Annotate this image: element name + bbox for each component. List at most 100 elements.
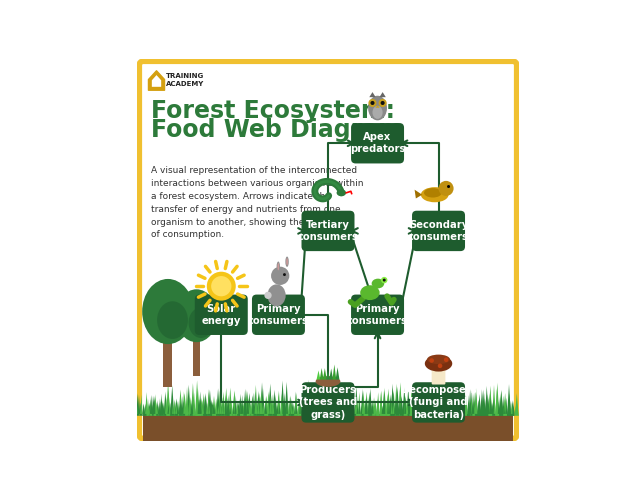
Polygon shape	[515, 393, 519, 416]
Polygon shape	[419, 397, 422, 416]
Polygon shape	[408, 397, 410, 414]
Ellipse shape	[268, 284, 285, 306]
Polygon shape	[383, 405, 385, 414]
Polygon shape	[387, 398, 389, 414]
Polygon shape	[485, 402, 488, 416]
Polygon shape	[293, 406, 295, 416]
Polygon shape	[465, 396, 468, 414]
Polygon shape	[508, 399, 509, 414]
Circle shape	[369, 99, 376, 107]
Polygon shape	[495, 383, 499, 416]
Polygon shape	[332, 386, 336, 416]
Polygon shape	[523, 382, 527, 416]
Polygon shape	[450, 399, 452, 414]
Polygon shape	[195, 380, 199, 416]
Polygon shape	[151, 404, 154, 416]
Polygon shape	[301, 387, 305, 416]
Polygon shape	[418, 393, 422, 416]
Polygon shape	[298, 404, 299, 414]
Polygon shape	[275, 395, 277, 416]
Polygon shape	[260, 391, 263, 414]
Ellipse shape	[368, 96, 387, 120]
Polygon shape	[464, 395, 467, 416]
Polygon shape	[145, 392, 148, 416]
Polygon shape	[505, 397, 508, 416]
Polygon shape	[483, 402, 486, 416]
Polygon shape	[230, 403, 232, 416]
Polygon shape	[442, 396, 445, 414]
Polygon shape	[396, 399, 398, 414]
Polygon shape	[296, 404, 298, 414]
Circle shape	[264, 292, 271, 299]
Polygon shape	[280, 394, 283, 416]
Polygon shape	[452, 402, 454, 416]
Polygon shape	[285, 382, 289, 416]
Polygon shape	[447, 400, 450, 414]
Polygon shape	[236, 401, 239, 416]
Polygon shape	[167, 390, 170, 416]
Polygon shape	[429, 391, 432, 414]
FancyBboxPatch shape	[301, 382, 355, 423]
Polygon shape	[410, 391, 414, 416]
Polygon shape	[363, 401, 365, 414]
Polygon shape	[200, 398, 204, 416]
Polygon shape	[202, 394, 205, 416]
Polygon shape	[181, 396, 184, 414]
Polygon shape	[289, 396, 292, 416]
Polygon shape	[488, 398, 490, 414]
Polygon shape	[387, 401, 391, 416]
Polygon shape	[511, 402, 514, 416]
Polygon shape	[165, 397, 168, 414]
Polygon shape	[417, 399, 419, 416]
Polygon shape	[408, 398, 411, 416]
Polygon shape	[473, 400, 476, 416]
FancyBboxPatch shape	[412, 382, 465, 423]
Ellipse shape	[285, 256, 289, 267]
Polygon shape	[292, 403, 294, 414]
Polygon shape	[376, 105, 380, 108]
Text: Secondary
consumers: Secondary consumers	[408, 220, 469, 242]
Polygon shape	[254, 398, 257, 416]
Polygon shape	[477, 400, 481, 414]
Polygon shape	[343, 398, 346, 416]
Polygon shape	[360, 405, 363, 414]
Polygon shape	[310, 398, 315, 416]
Polygon shape	[280, 406, 282, 414]
Polygon shape	[198, 392, 202, 416]
Polygon shape	[358, 405, 361, 416]
Polygon shape	[234, 396, 237, 416]
Polygon shape	[272, 403, 275, 414]
Polygon shape	[365, 392, 369, 416]
Polygon shape	[448, 392, 451, 416]
Polygon shape	[329, 388, 333, 416]
Polygon shape	[228, 388, 232, 416]
Polygon shape	[321, 402, 324, 416]
Polygon shape	[326, 370, 330, 380]
Polygon shape	[445, 398, 448, 416]
Polygon shape	[303, 405, 304, 414]
Polygon shape	[468, 395, 470, 414]
Polygon shape	[277, 393, 280, 416]
Polygon shape	[315, 392, 318, 416]
Polygon shape	[424, 401, 426, 416]
Polygon shape	[475, 393, 477, 416]
Polygon shape	[177, 401, 179, 414]
Polygon shape	[399, 389, 401, 416]
Polygon shape	[411, 402, 413, 416]
Polygon shape	[503, 399, 507, 416]
Polygon shape	[159, 398, 161, 416]
Polygon shape	[509, 400, 511, 414]
Polygon shape	[485, 386, 488, 416]
Polygon shape	[333, 400, 335, 414]
Polygon shape	[458, 397, 460, 414]
Polygon shape	[432, 385, 436, 416]
Polygon shape	[391, 384, 394, 416]
Polygon shape	[295, 405, 298, 416]
Polygon shape	[463, 395, 465, 414]
Polygon shape	[454, 406, 457, 416]
Polygon shape	[238, 399, 240, 414]
Polygon shape	[392, 390, 396, 416]
Polygon shape	[328, 402, 330, 414]
Polygon shape	[371, 400, 374, 414]
Polygon shape	[383, 401, 386, 416]
